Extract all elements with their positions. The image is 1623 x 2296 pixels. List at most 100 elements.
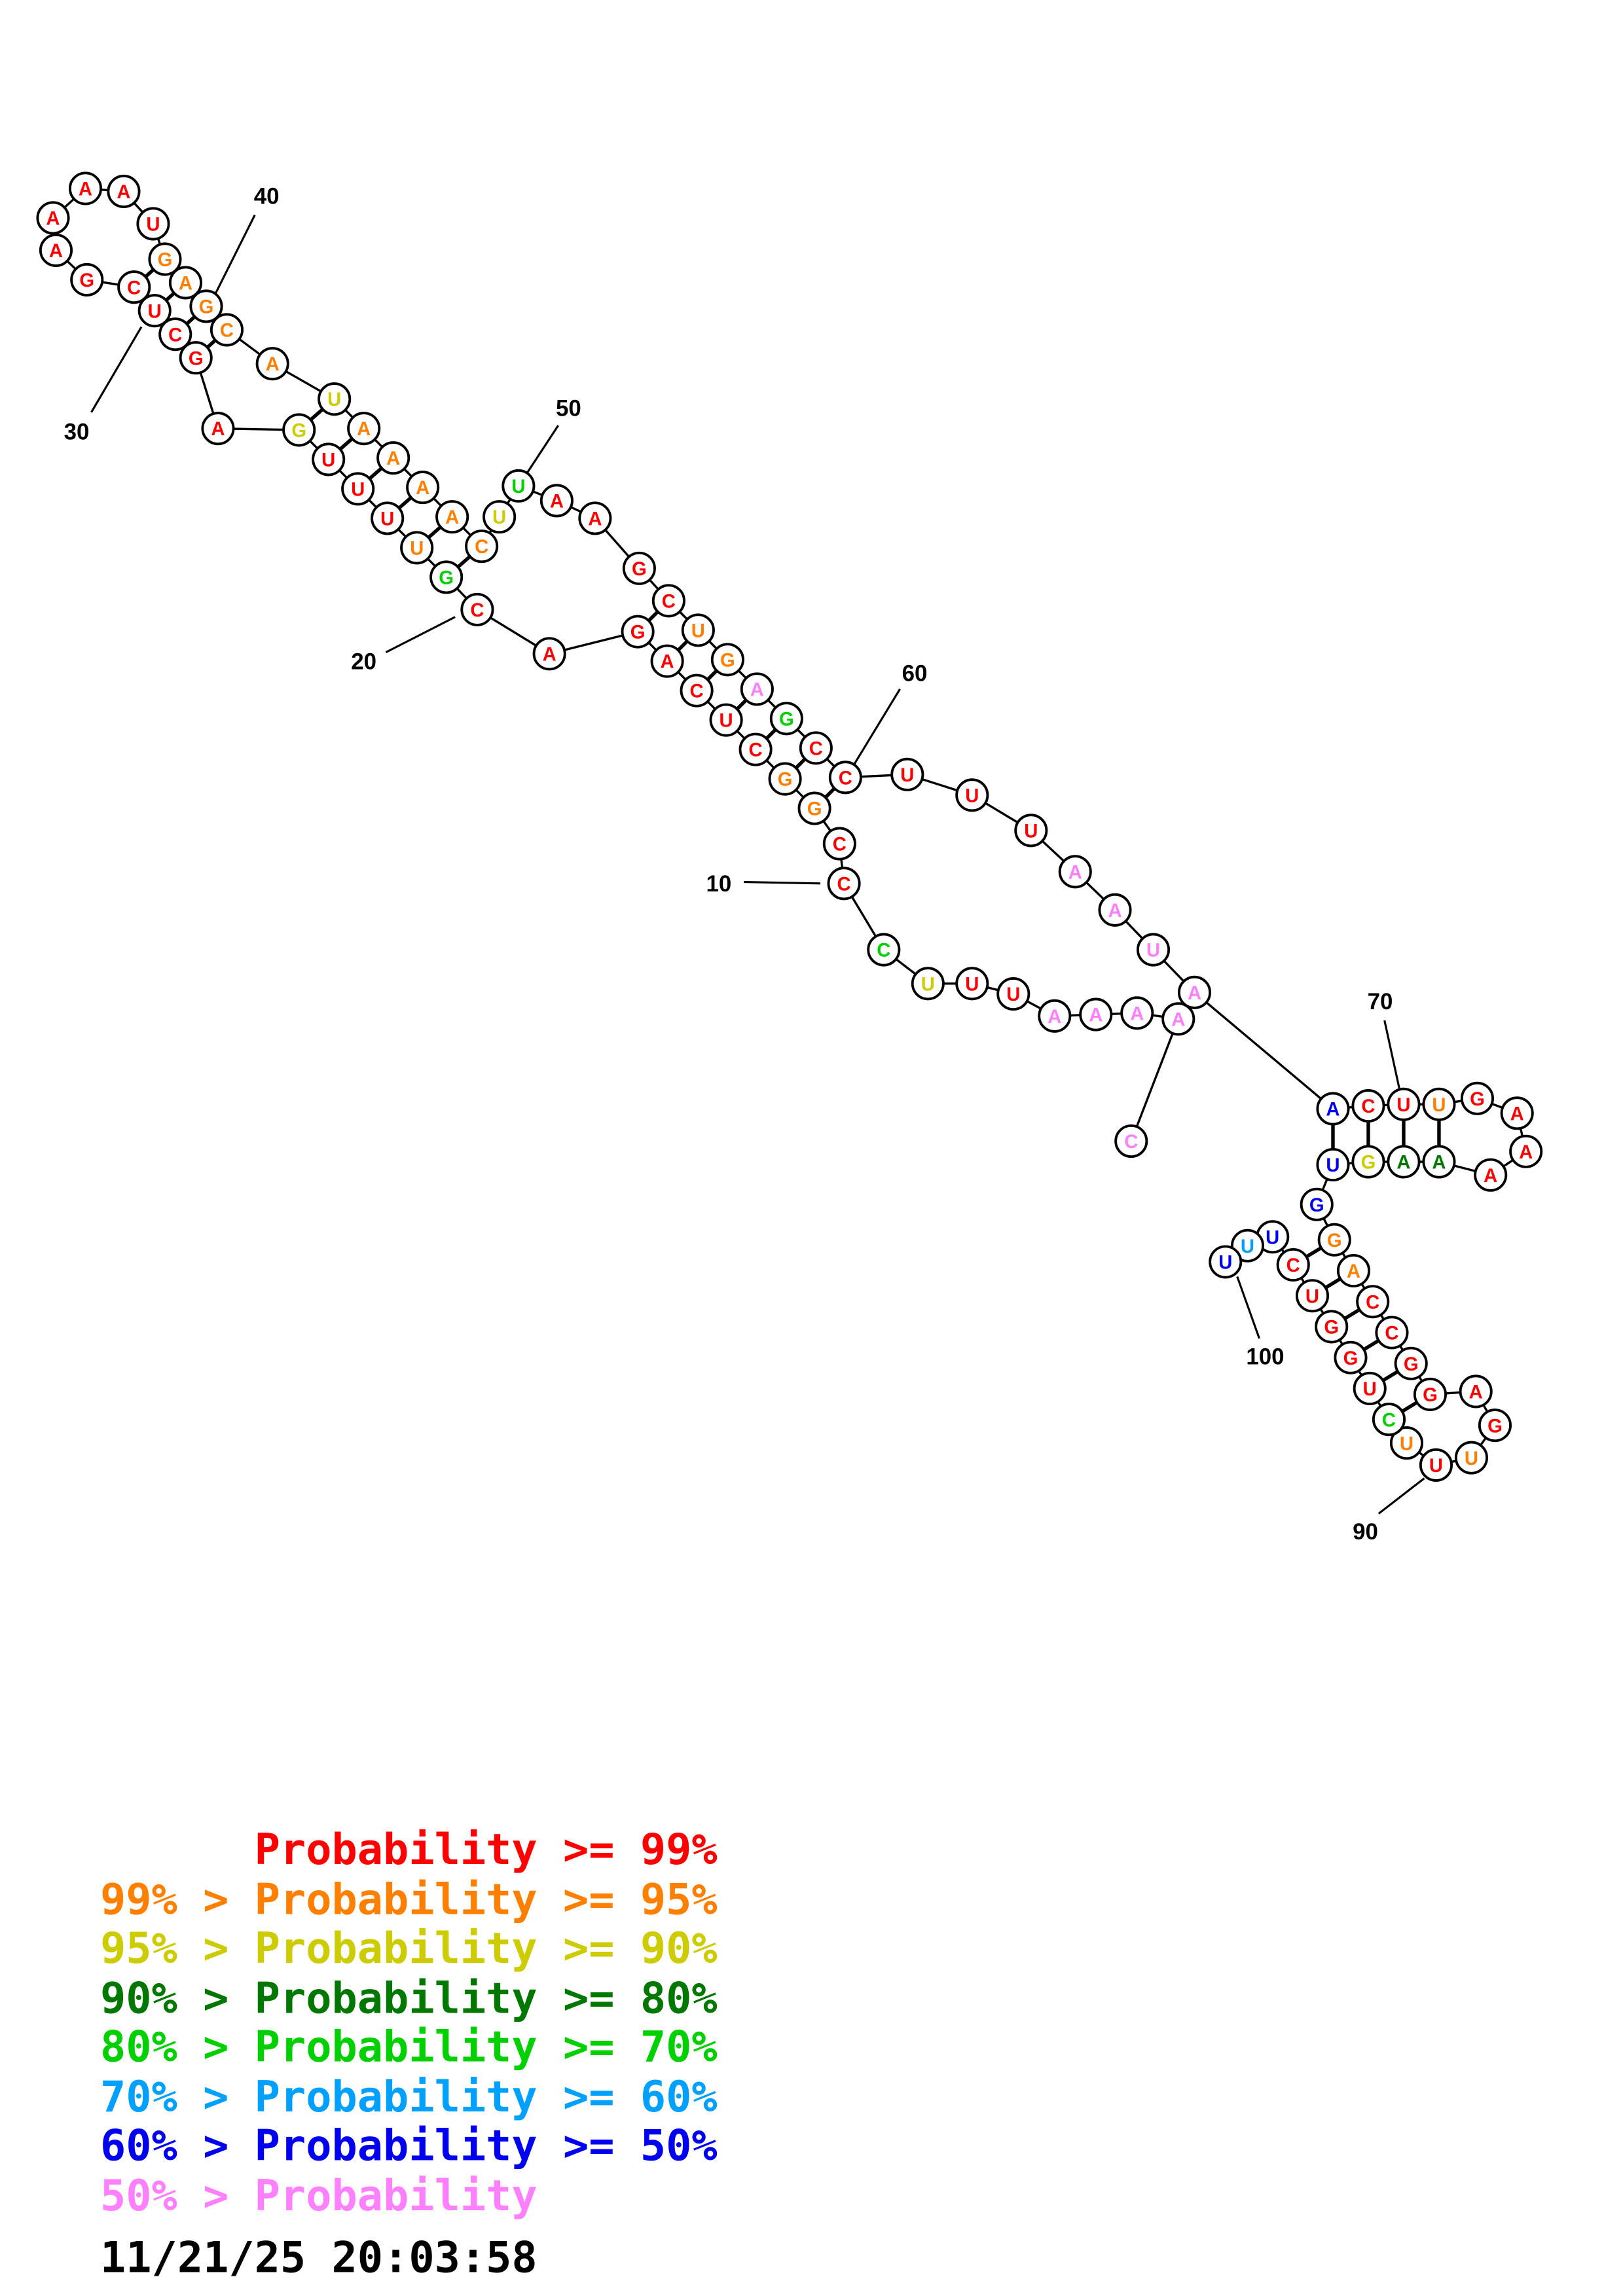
nucleotide-base: C: [690, 681, 704, 702]
nucleotide-base: A: [445, 507, 459, 528]
nucleotide-circle: [532, 637, 566, 671]
nucleotide-circle: [867, 933, 901, 967]
nucleotide-circle: [1413, 1377, 1447, 1412]
nucleotide-circle: [710, 643, 744, 677]
nucleotide-base: U: [146, 215, 160, 236]
nucleotide-circle: [822, 827, 856, 861]
nucleotide-circle: [1387, 1087, 1421, 1121]
nucleotide-circle: [1459, 1374, 1493, 1408]
nucleotide-circle: [400, 531, 434, 565]
position-label: 60: [902, 660, 928, 686]
nucleotide-circle: [1372, 1403, 1406, 1437]
nucleotide-base: A: [1130, 1003, 1144, 1024]
nucleotide-circle: [148, 242, 182, 276]
nucleotide-circle: [709, 703, 743, 737]
nucleotide-base: G: [1327, 1230, 1342, 1251]
nucleotide-base: A: [1347, 1261, 1360, 1282]
nucleotide-circle: [137, 294, 172, 328]
nucleotide-base: A: [1171, 1009, 1185, 1030]
nucleotide-circle: [1419, 1448, 1453, 1482]
nucleotide-base: A: [588, 509, 602, 529]
nucleotide-circle: [107, 174, 141, 208]
nucleotide-base: U: [1241, 1236, 1254, 1257]
position-label: 90: [1353, 1519, 1378, 1545]
position-label: 70: [1368, 989, 1393, 1014]
nucleotide-base: U: [380, 509, 394, 529]
nucleotide-circle: [168, 266, 202, 300]
nucleotide-base: A: [49, 241, 63, 262]
legend-line: 90% > Probability >= 80%: [100, 1972, 718, 2022]
nucleotide-base: C: [475, 537, 488, 558]
nucleotide-base: A: [386, 448, 400, 469]
nucleotide-circle: [651, 584, 685, 618]
nucleotide-base: A: [1484, 1166, 1497, 1187]
nucleotide-base: C: [877, 941, 890, 961]
nucleotide-circle: [1422, 1145, 1456, 1179]
legend-line: 80% > Probability >= 70%: [100, 2021, 718, 2072]
nucleotide-circle: [1079, 997, 1113, 1031]
nucleotide-base: A: [1188, 983, 1201, 1004]
nucleotide-circle: [136, 207, 170, 241]
nucleotide-circle: [1351, 1088, 1385, 1123]
nucleotide-circle: [39, 233, 73, 267]
label-leader-line: [1377, 1477, 1425, 1515]
nucleotide-base: G: [1470, 1089, 1485, 1110]
nucleotide-base: C: [809, 738, 823, 759]
nucleotide-circle: [828, 761, 862, 795]
nucleotide-base: G: [1487, 1416, 1503, 1437]
nucleotide-base: C: [168, 325, 182, 346]
nucleotide-base: U: [1024, 821, 1038, 842]
nucleotide-circle: [768, 762, 802, 796]
nucleotide-circle: [1394, 1346, 1428, 1380]
nucleotide-base: U: [511, 476, 525, 497]
nucleotide-circle: [483, 500, 517, 534]
nucleotide-base: A: [79, 179, 92, 200]
nucleotide-base: G: [199, 297, 214, 318]
nucleotide-base: U: [1218, 1253, 1232, 1274]
label-leader-line: [744, 880, 821, 885]
position-label: 10: [706, 871, 731, 897]
nucleotide-base: C: [749, 740, 763, 761]
nucleotide-base: C: [127, 278, 141, 298]
nucleotide-circle: [799, 731, 833, 765]
nucleotide-base: G: [779, 709, 794, 730]
nucleotide-base: U: [1006, 984, 1020, 1005]
nucleotide-base: A: [211, 419, 225, 440]
nucleotide-circle: [189, 289, 223, 323]
nucleotide-circle: [996, 977, 1030, 1011]
nucleotide-base: C: [1385, 1323, 1398, 1344]
nucleotide-base: A: [117, 182, 130, 203]
nucleotide-circle: [1334, 1340, 1368, 1374]
nucleotide-base: U: [691, 620, 705, 641]
nucleotide-circle: [650, 644, 684, 678]
nucleotide-circle: [621, 615, 655, 649]
nucleotide-circle: [341, 472, 375, 506]
nucleotide-circle: [1038, 999, 1072, 1033]
nucleotide-base: U: [492, 507, 506, 528]
nucleotide-circle: [1422, 1087, 1456, 1121]
nucleotide-circle: [435, 500, 469, 534]
nucleotide-base: A: [416, 478, 429, 499]
nucleotide-base: U: [351, 479, 365, 500]
nucleotide-base: C: [833, 834, 847, 855]
nucleotide-base: U: [321, 450, 335, 471]
nucleotide-base: A: [543, 644, 556, 665]
nucleotide-circle: [465, 529, 499, 564]
nucleotide-base: A: [1519, 1142, 1533, 1163]
nucleotide-circle: [680, 673, 714, 708]
nucleotide-circle: [1389, 1426, 1423, 1460]
nucleotide-circle: [1161, 1002, 1195, 1036]
legend-line: 60% > Probability >= 50%: [100, 2120, 718, 2171]
nucleotide-base: C: [470, 600, 484, 621]
nucleotide-circle: [1300, 1187, 1334, 1221]
nucleotide-base: U: [1400, 1433, 1413, 1454]
nucleotide-circle: [797, 791, 831, 825]
position-label: 100: [1246, 1344, 1284, 1369]
timestamp: 11/21/25 20:03:58: [100, 2232, 538, 2283]
nucleotide-circle: [681, 613, 715, 647]
nucleotide-base: U: [410, 538, 424, 559]
nucleotide-base: U: [921, 974, 935, 995]
nucleotide-base: A: [1108, 901, 1122, 922]
position-label: 50: [556, 396, 581, 422]
nucleotide-base: G: [1361, 1153, 1376, 1174]
